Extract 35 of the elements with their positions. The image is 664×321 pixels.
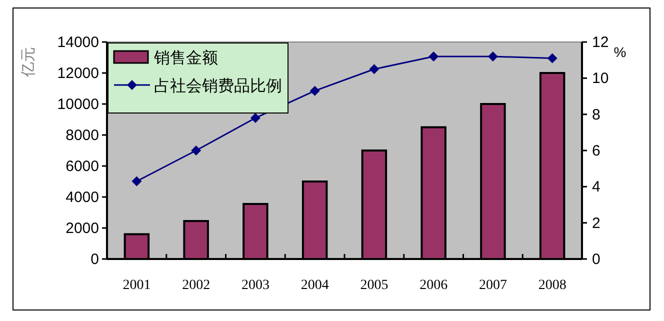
y-tick-label: 12000 (57, 65, 99, 82)
x-tick-label: 2006 (420, 278, 448, 293)
point (428, 51, 439, 62)
y2-tick-label: 12 (592, 34, 609, 51)
x-tick-label: 2004 (300, 278, 329, 293)
y2-tick-label: 6 (592, 142, 600, 160)
y-tick-label: 0 (90, 251, 99, 268)
y2-tick-label: 2 (592, 214, 600, 232)
point (488, 51, 498, 62)
point (310, 86, 320, 96)
y-tick-label: 4000 (66, 189, 99, 206)
y2-axis-title: % (614, 44, 626, 60)
point (132, 176, 142, 186)
x-tick-label: 2003 (241, 278, 270, 293)
y-axis-title: 亿元 (20, 47, 37, 78)
point (547, 53, 558, 64)
y-tick-label: 10000 (57, 96, 99, 113)
point (250, 112, 260, 123)
y-tick-label: 8000 (66, 127, 99, 144)
x-tick-label: 2001 (122, 278, 151, 293)
y2-tick-label: 10 (592, 70, 609, 88)
x-tick-label: 2005 (360, 278, 388, 293)
y2-tick-label: 0 (592, 251, 600, 268)
y-tick-label: 6000 (66, 158, 99, 175)
y2-tick-label: 8 (592, 106, 600, 124)
legend-label: 占社会销费品比例 (154, 77, 282, 95)
y2-tick-label: 4 (592, 178, 600, 196)
x-tick-label: 2002 (182, 278, 210, 293)
point (191, 146, 202, 156)
x-tick-label: 2007 (478, 278, 507, 293)
x-tick-label: 2008 (538, 278, 566, 293)
legend-label: 销售金额 (153, 49, 218, 67)
point (369, 64, 380, 74)
y-tick-label: 14000 (57, 34, 99, 51)
y-tick-label: 2000 (66, 220, 99, 237)
